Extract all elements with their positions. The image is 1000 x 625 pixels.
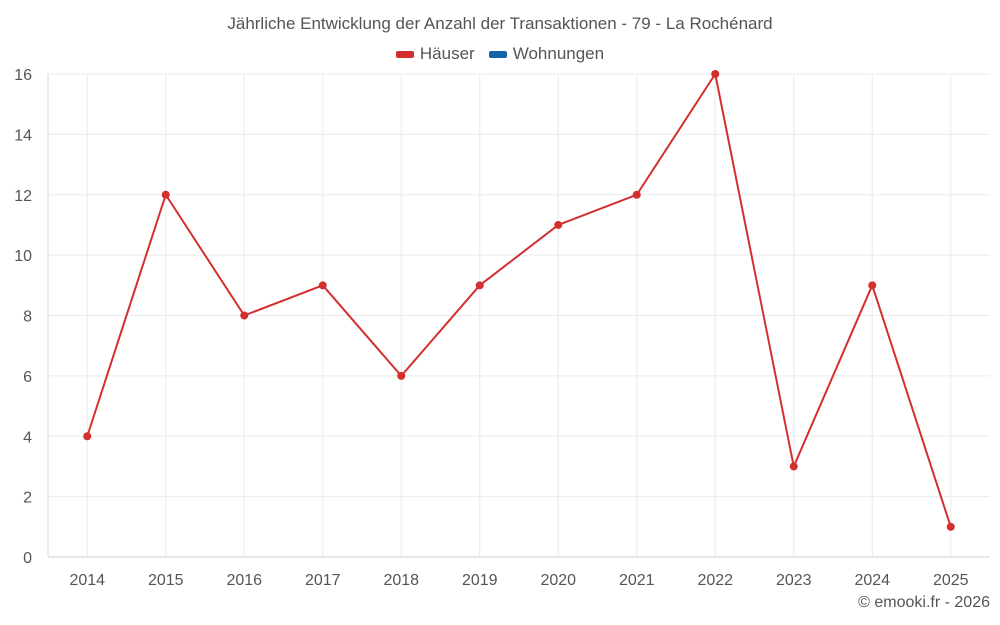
data-point[interactable] xyxy=(789,462,798,471)
x-tick-label: 2017 xyxy=(305,572,341,589)
x-tick-label: 2019 xyxy=(462,572,498,589)
y-tick-label: 6 xyxy=(23,369,32,386)
credit: © emooki.fr - 2026 xyxy=(858,594,990,611)
legend-swatch-apartments xyxy=(488,50,507,58)
data-point[interactable] xyxy=(868,281,877,290)
y-tick-label: 2 xyxy=(23,490,32,507)
chart-title: Jährliche Entwicklung der Anzahl der Tra… xyxy=(227,14,773,33)
grid xyxy=(48,73,990,558)
data-point[interactable] xyxy=(475,281,484,290)
axes: 0 2 4 6 8 10 12 14 16 2014 2015 2016 2017 2018 2019 202… xyxy=(14,67,990,589)
x-tick-label: 2018 xyxy=(383,572,419,589)
x-tick-label: 2025 xyxy=(933,572,969,589)
legend-label-houses: Häuser xyxy=(419,44,475,63)
legend: Häuser Wohnungen xyxy=(0,44,1000,64)
legend-swatch-houses xyxy=(395,50,414,58)
data-point[interactable] xyxy=(83,432,92,441)
x-tick-label: 2015 xyxy=(148,572,184,589)
data-point[interactable] xyxy=(711,70,720,78)
data-point[interactable] xyxy=(240,311,249,320)
legend-item-houses[interactable]: Häuser xyxy=(395,44,475,64)
series xyxy=(83,70,955,531)
x-tick-label: 2016 xyxy=(226,572,262,589)
y-tick-label: 4 xyxy=(23,429,32,446)
y-tick-label: 16 xyxy=(14,67,32,84)
data-point[interactable] xyxy=(554,220,563,229)
y-tick-label: 12 xyxy=(14,188,32,205)
data-point[interactable] xyxy=(397,371,406,380)
legend-label-apartments: Wohnungen xyxy=(512,44,605,63)
x-tick-label: 2014 xyxy=(69,572,105,589)
data-point[interactable] xyxy=(946,522,955,531)
data-point[interactable] xyxy=(161,190,170,199)
y-tick-label: 0 xyxy=(23,550,32,567)
legend-item-apartments[interactable]: Wohnungen xyxy=(488,44,605,64)
x-tick-label: 2023 xyxy=(776,572,812,589)
x-tick-label: 2020 xyxy=(540,572,576,589)
y-tick-label: 14 xyxy=(14,127,32,144)
x-tick-label: 2022 xyxy=(697,572,733,589)
x-tick-label: 2024 xyxy=(854,572,890,589)
data-point[interactable] xyxy=(632,190,641,199)
y-tick-label: 10 xyxy=(14,248,32,265)
series-line-0 xyxy=(86,73,952,528)
x-tick-label: 2021 xyxy=(619,572,655,589)
y-tick-label: 8 xyxy=(23,309,32,326)
data-point[interactable] xyxy=(318,281,327,290)
